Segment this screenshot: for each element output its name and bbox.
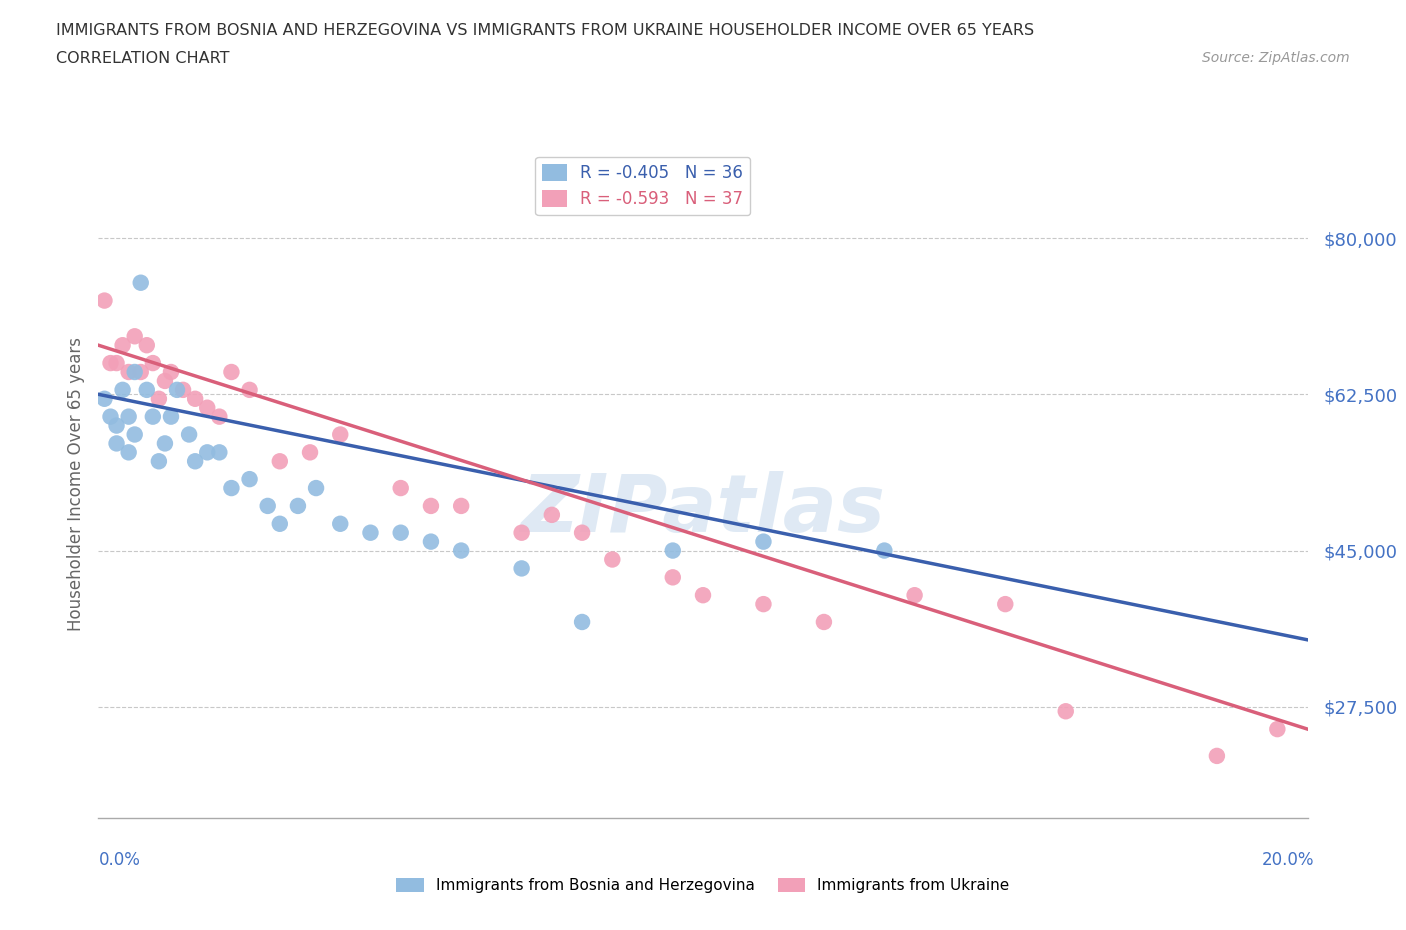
Point [142,409,165,424]
Point [160,409,183,424]
Point [124,329,146,344]
Point [1265,722,1288,737]
Point [661,543,683,558]
Point [148,454,170,469]
Point [256,498,278,513]
Point [129,365,152,379]
Point [329,427,352,442]
Point [111,338,134,352]
Point [510,561,533,576]
Text: Source: ZipAtlas.com: Source: ZipAtlas.com [1202,51,1350,65]
Point [287,498,309,513]
Point [124,365,146,379]
Point [105,355,128,370]
Y-axis label: Householder Income Over 65 years: Householder Income Over 65 years [66,337,84,631]
Point [221,481,243,496]
Legend: R = -0.405   N = 36, R = -0.593   N = 37: R = -0.405 N = 36, R = -0.593 N = 37 [536,157,749,215]
Point [177,427,201,442]
Point [329,516,352,531]
Point [221,365,243,379]
Point [239,472,262,486]
Point [540,508,562,523]
Point [419,498,441,513]
Point [299,445,322,459]
Point [305,481,328,496]
Legend: Immigrants from Bosnia and Herzegovina, Immigrants from Ukraine: Immigrants from Bosnia and Herzegovina, … [389,871,1017,899]
Point [360,525,382,540]
Point [93,293,115,308]
Point [195,445,218,459]
Point [419,534,441,549]
Text: CORRELATION CHART: CORRELATION CHART [56,51,229,66]
Point [450,498,472,513]
Point [135,382,157,397]
Text: ZIPatlas: ZIPatlas [520,472,886,550]
Point [389,481,412,496]
Point [450,543,472,558]
Point [184,392,207,406]
Point [142,355,165,370]
Point [1054,704,1077,719]
Point [118,409,141,424]
Point [195,400,218,415]
Point [208,445,231,459]
Point [105,436,128,451]
Point [124,427,146,442]
Point [208,409,231,424]
Point [752,597,775,612]
Point [100,409,122,424]
Point [269,516,291,531]
Point [118,365,141,379]
Point [148,392,170,406]
Point [813,615,835,630]
Point [118,445,141,459]
Point [172,382,194,397]
Point [135,338,157,352]
Point [389,525,412,540]
Point [752,534,775,549]
Text: 0.0%: 0.0% [98,851,141,870]
Point [160,365,183,379]
Point [153,374,176,389]
Point [111,382,134,397]
Point [153,436,176,451]
Point [873,543,896,558]
Text: IMMIGRANTS FROM BOSNIA AND HERZEGOVINA VS IMMIGRANTS FROM UKRAINE HOUSEHOLDER IN: IMMIGRANTS FROM BOSNIA AND HERZEGOVINA V… [56,23,1035,38]
Point [602,552,624,567]
Point [571,525,593,540]
Point [692,588,714,603]
Point [904,588,927,603]
Point [994,597,1017,612]
Point [93,392,115,406]
Point [1206,749,1229,764]
Point [269,454,291,469]
Point [100,355,122,370]
Point [184,454,207,469]
Point [571,615,593,630]
Text: 20.0%: 20.0% [1263,851,1315,870]
Point [105,418,128,433]
Point [166,382,188,397]
Point [510,525,533,540]
Point [129,275,152,290]
Point [661,570,683,585]
Point [239,382,262,397]
